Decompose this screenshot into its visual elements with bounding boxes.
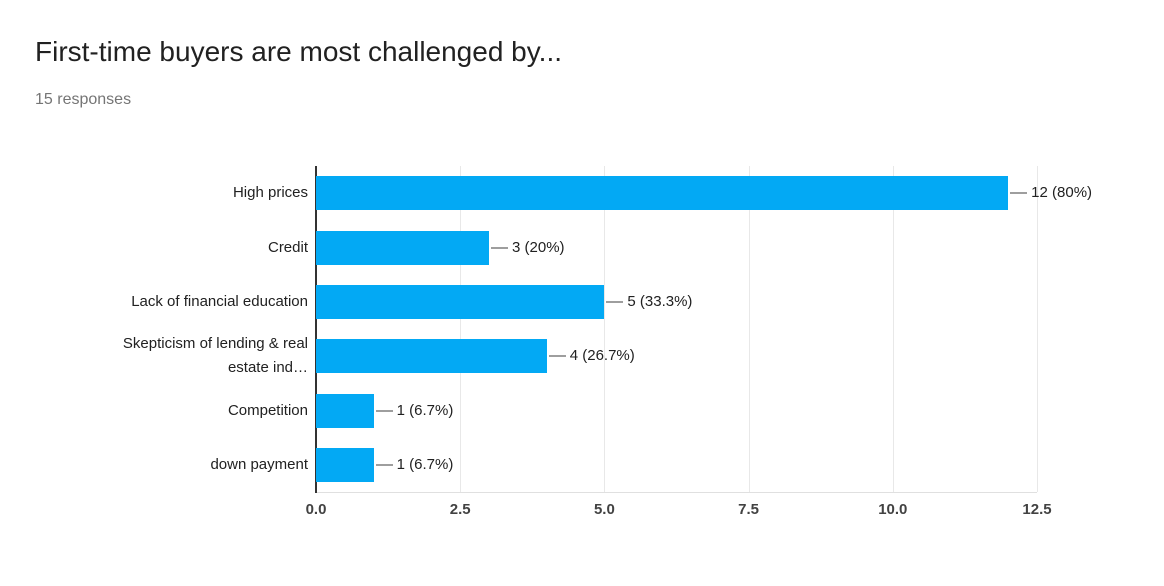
value-label-stem — [375, 409, 393, 412]
x-axis-tick-label: 2.5 — [449, 501, 471, 518]
value-label: 12 (80%) — [1031, 184, 1093, 202]
bar — [316, 339, 547, 374]
category-label: Competition — [227, 401, 308, 419]
x-gridline — [460, 166, 462, 492]
x-axis-tick-label: 10.0 — [878, 501, 908, 518]
category-label: Lack of financial education — [131, 292, 308, 310]
x-axis-tick-label: 7.5 — [738, 501, 760, 518]
category-label: Skepticism of lending & real estate ind… — [122, 335, 308, 377]
value-label: 5 (33.3%) — [627, 292, 693, 310]
x-axis-tick-label: 5.0 — [593, 501, 615, 518]
value-label-stem — [491, 246, 509, 249]
bar — [316, 176, 1009, 211]
x-gridline — [1037, 166, 1038, 492]
value-label: 1 (6.7%) — [396, 455, 454, 473]
value-label-stem — [548, 355, 566, 358]
category-label: Credit — [267, 238, 308, 256]
x-gridline — [604, 166, 606, 492]
bar — [316, 230, 490, 265]
plot-baseline — [316, 492, 1037, 493]
value-label: 1 (6.7%) — [396, 401, 454, 419]
x-axis-tick-label: 12.5 — [1022, 501, 1052, 518]
x-gridline — [748, 166, 750, 492]
response-count: 15 responses — [35, 91, 132, 108]
category-label: down payment — [210, 455, 308, 473]
x-axis-tick-label: 0.0 — [305, 501, 327, 518]
value-label-stem — [375, 463, 393, 466]
x-gridline — [892, 166, 894, 492]
value-label: 3 (20%) — [512, 238, 565, 256]
bar — [316, 447, 374, 482]
value-label: 4 (26.7%) — [569, 347, 635, 365]
category-label: High prices — [232, 184, 308, 202]
y-axis-line — [315, 166, 317, 493]
question-title: First-time buyers are most challenged by… — [35, 36, 563, 67]
bar — [316, 284, 605, 319]
bar — [316, 393, 374, 428]
value-label-stem — [606, 300, 624, 303]
value-label-stem — [1010, 192, 1028, 195]
